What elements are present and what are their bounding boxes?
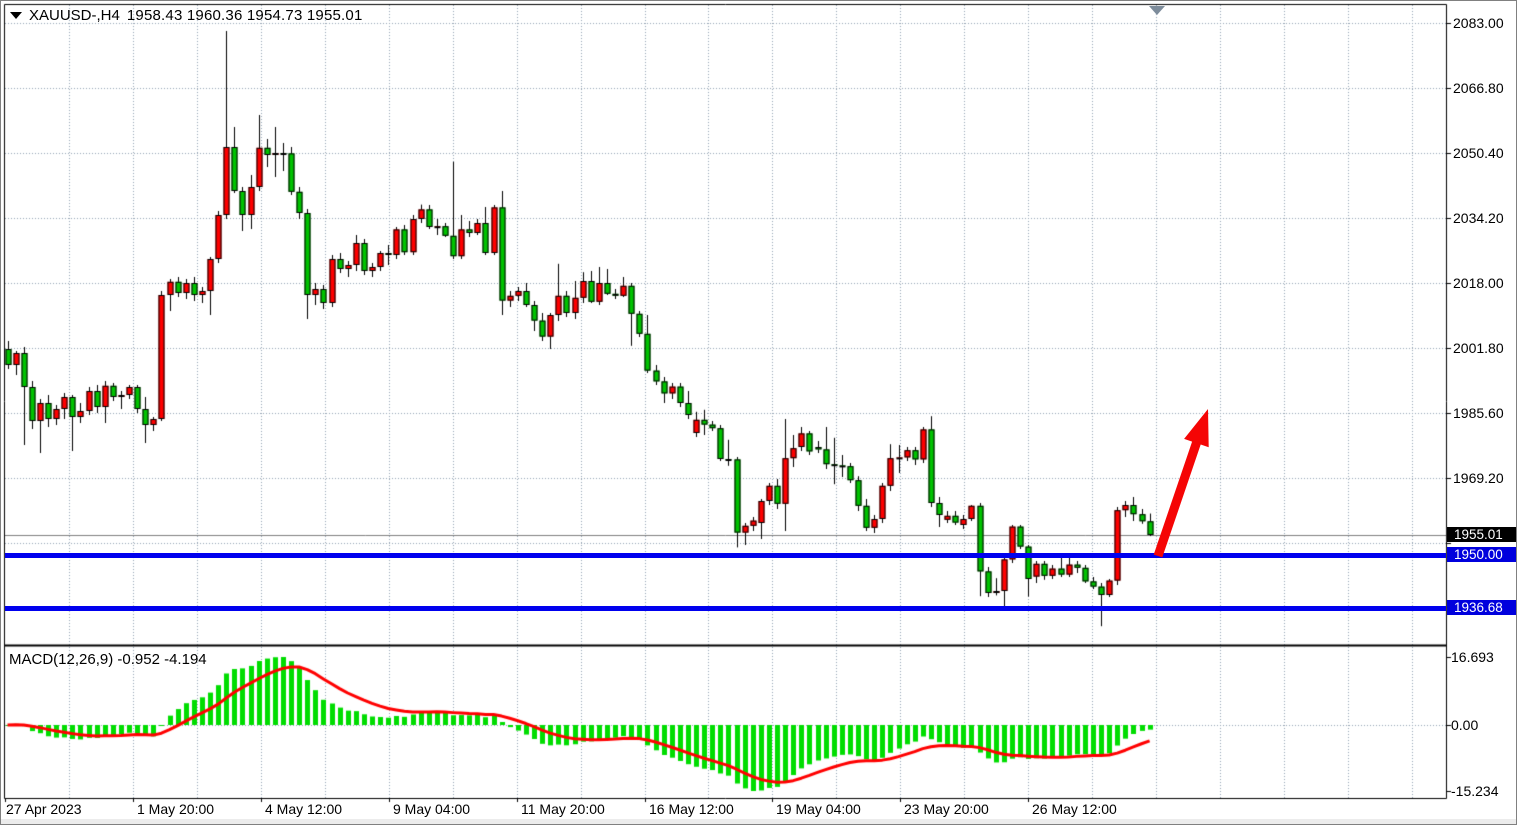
up-arrow-shape xyxy=(1153,409,1209,558)
level-price-badge-1950: 1950.00 xyxy=(1447,547,1516,562)
close-value: 1955.01 xyxy=(306,7,363,24)
chart-symbol-marker-icon xyxy=(10,12,22,19)
support-line-1950[interactable] xyxy=(5,553,1446,558)
support-line-1936[interactable] xyxy=(5,606,1446,611)
macd-indicator-label: MACD(12,26,9) -0.952 -4.194 xyxy=(9,651,207,668)
up-arrow-annotation[interactable] xyxy=(1141,396,1231,571)
level-price-badge-1936: 1936.68 xyxy=(1447,600,1516,615)
current-price-badge: 1955.01 xyxy=(1447,527,1516,542)
macd-signal-value: -4.194 xyxy=(164,651,207,668)
open-value: 1958.43 xyxy=(126,7,183,24)
chart-title: XAUUSD-,H4 1958.43 1960.36 1954.73 1955.… xyxy=(10,7,362,24)
macd-main-value: -0.952 xyxy=(117,651,160,668)
low-value: 1954.73 xyxy=(246,7,303,24)
ohlc-values: 1958.43 1960.36 1954.73 1955.01 xyxy=(127,7,363,24)
last-bar-marker-icon xyxy=(1149,6,1165,15)
symbol-timeframe-label: XAUUSD-,H4 xyxy=(29,7,120,24)
window-bottom-edge xyxy=(1,819,1516,824)
macd-name: MACD(12,26,9) xyxy=(9,651,114,668)
high-value: 1960.36 xyxy=(186,7,243,24)
